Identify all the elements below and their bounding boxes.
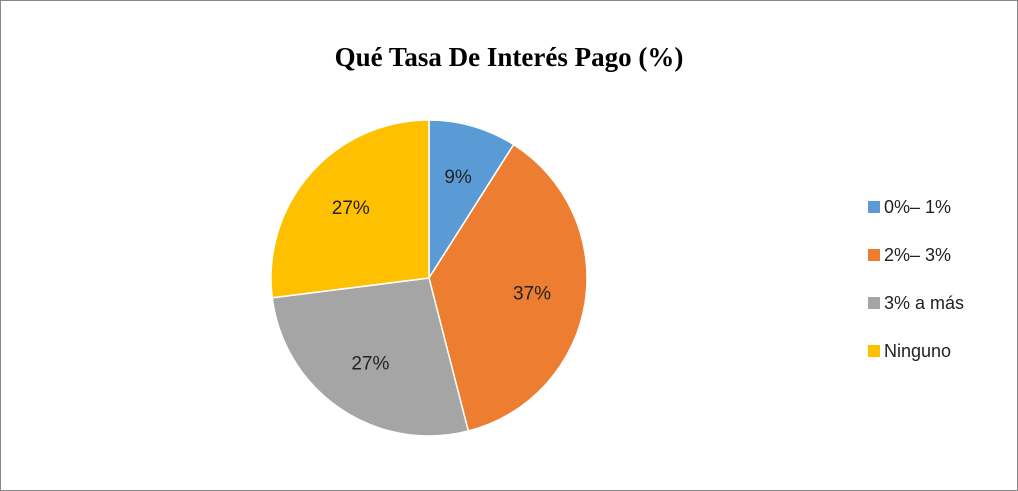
legend-swatch [868, 297, 880, 309]
data-label: 37% [513, 283, 551, 304]
data-label: 27% [332, 198, 370, 219]
legend-swatch [868, 201, 880, 213]
legend-label: 0%– 1% [884, 197, 951, 217]
data-label: 9% [444, 167, 472, 188]
pie-slice [428, 119, 515, 281]
pie-slice [271, 277, 470, 437]
data-label: 27% [351, 353, 389, 374]
chart-title: Qué Tasa De Interés Pago (%) [335, 42, 684, 72]
legend-label: 3% a más [884, 293, 964, 313]
legend-label: 2%– 3% [884, 245, 951, 265]
legend-label: Ninguno [884, 341, 951, 361]
pie-slice [270, 119, 430, 299]
legend-swatch [868, 345, 880, 357]
pie-slice [428, 143, 588, 432]
legend-swatch [868, 249, 880, 261]
